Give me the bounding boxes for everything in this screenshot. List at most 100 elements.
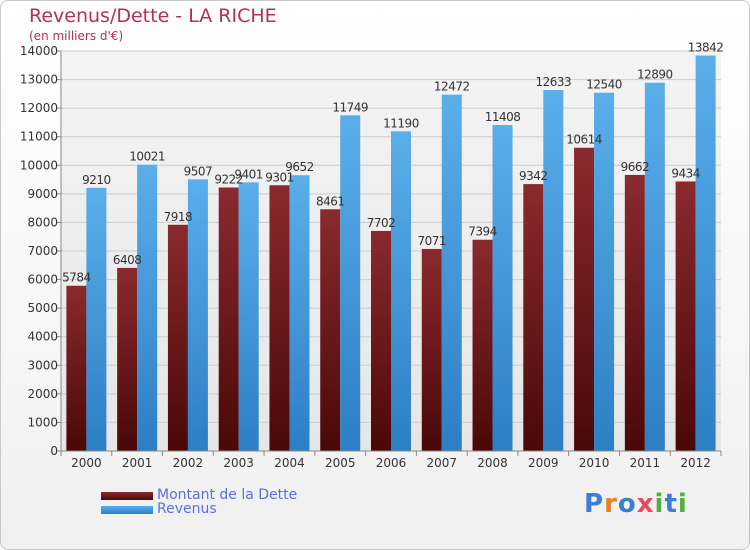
logo-letter: P bbox=[584, 489, 605, 519]
x-axis: 2000 2001 2002 2003 2004 2005 2006 2007 2008 2009… bbox=[60, 450, 722, 470]
bar-revenus bbox=[187, 179, 208, 451]
bar-dette bbox=[218, 187, 239, 451]
data-label-dette: 7702 bbox=[367, 216, 396, 230]
legend-swatch-dette bbox=[101, 492, 153, 500]
x-tick-label: 2008 bbox=[477, 456, 508, 470]
x-tick-label: 2005 bbox=[325, 456, 356, 470]
bar-dette bbox=[523, 184, 544, 452]
bar-dette bbox=[421, 248, 442, 451]
data-label-dette: 10614 bbox=[566, 133, 602, 147]
chart-title: Revenus/Dette - LA RICHE bbox=[29, 5, 277, 27]
data-label-revenus: 9507 bbox=[184, 164, 213, 178]
y-tick-label: 1000 bbox=[27, 415, 58, 429]
logo-letter: t bbox=[664, 489, 678, 519]
y-tick-label: 12000 bbox=[20, 101, 58, 115]
data-label-dette: 6408 bbox=[113, 253, 142, 267]
data-label-revenus: 11749 bbox=[332, 100, 368, 114]
y-tick-label: 4000 bbox=[27, 330, 58, 344]
bar-revenus bbox=[340, 115, 361, 452]
logo-letter: r bbox=[604, 489, 618, 519]
bar-dette bbox=[675, 181, 696, 451]
data-label-dette: 9662 bbox=[621, 160, 650, 174]
x-tick-label: 2011 bbox=[630, 456, 661, 470]
y-tick-label: 5000 bbox=[27, 301, 58, 315]
y-tick-label: 8000 bbox=[27, 215, 58, 229]
bar-revenus bbox=[695, 55, 716, 452]
bar-dette bbox=[117, 267, 138, 451]
bar-revenus bbox=[86, 187, 107, 451]
bar-revenus bbox=[441, 94, 462, 452]
data-label-dette: 9434 bbox=[671, 166, 700, 180]
data-label-dette: 7394 bbox=[468, 225, 497, 239]
bar-dette bbox=[371, 230, 391, 451]
x-tick-label: 2006 bbox=[376, 456, 407, 470]
bar-revenus bbox=[644, 82, 665, 451]
x-tick-label: 2000 bbox=[71, 456, 102, 470]
data-label-dette: 7071 bbox=[417, 234, 446, 248]
data-label-dette: 9301 bbox=[265, 170, 294, 184]
bar-revenus bbox=[594, 92, 615, 451]
y-tick-label: 9000 bbox=[27, 187, 58, 201]
x-tick-label: 2004 bbox=[274, 456, 305, 470]
chart-subtitle: (en milliers d'€) bbox=[29, 29, 124, 43]
data-label-revenus: 9401 bbox=[234, 167, 263, 181]
bar-revenus bbox=[391, 131, 411, 452]
y-tick-label: 7000 bbox=[27, 244, 58, 258]
bar-revenus bbox=[543, 90, 564, 452]
bar-dette bbox=[167, 224, 188, 451]
data-label-revenus: 12540 bbox=[586, 78, 622, 92]
bar-revenus bbox=[289, 175, 310, 451]
data-label-dette: 5784 bbox=[62, 271, 91, 285]
logo-letter: i bbox=[677, 489, 688, 519]
data-label-dette: 9222 bbox=[214, 173, 243, 187]
legend-label-dette: Montant de la Dette bbox=[157, 487, 298, 503]
y-tick-label: 6000 bbox=[27, 273, 58, 287]
x-tick-label: 2002 bbox=[173, 456, 204, 470]
y-tick-label: 11000 bbox=[20, 130, 58, 144]
proxiti-logo: Proxiti bbox=[584, 489, 688, 519]
x-tick-label: 2001 bbox=[122, 456, 153, 470]
y-axis: 0 1000 2000 3000 4000 5000 6000 7000 8000 9000 100… bbox=[20, 44, 62, 458]
bars bbox=[66, 55, 716, 452]
x-tick-label: 2007 bbox=[426, 456, 457, 470]
data-label-revenus: 13842 bbox=[688, 41, 724, 55]
logo-letter: i bbox=[654, 489, 665, 519]
bar-revenus bbox=[238, 182, 259, 451]
legend-swatch-revenus bbox=[101, 506, 153, 514]
bar-revenus bbox=[137, 164, 158, 451]
data-label-revenus: 12890 bbox=[637, 68, 673, 82]
x-tick-label: 2003 bbox=[223, 456, 254, 470]
data-label-revenus: 12472 bbox=[434, 80, 470, 94]
bar-revenus bbox=[492, 125, 513, 452]
data-label-dette: 7918 bbox=[164, 210, 193, 224]
bar-dette bbox=[320, 209, 341, 451]
logo-letter: x bbox=[636, 489, 655, 519]
data-label-revenus: 11190 bbox=[383, 116, 419, 130]
data-label-revenus: 11408 bbox=[485, 110, 521, 124]
data-label-revenus: 10021 bbox=[129, 150, 165, 164]
data-label-revenus: 9210 bbox=[82, 173, 111, 187]
y-tick-label: 3000 bbox=[27, 358, 58, 372]
y-tick-label: 14000 bbox=[20, 44, 58, 58]
data-label-revenus: 9652 bbox=[285, 160, 314, 174]
y-tick-label: 2000 bbox=[27, 387, 58, 401]
bar-dette bbox=[66, 285, 87, 451]
y-tick-label: 13000 bbox=[20, 73, 58, 87]
data-label-dette: 9342 bbox=[519, 169, 548, 183]
bar-dette bbox=[574, 147, 595, 451]
data-label-revenus: 12633 bbox=[535, 75, 571, 89]
x-tick-label: 2012 bbox=[680, 456, 711, 470]
bar-dette bbox=[472, 239, 493, 451]
bar-dette bbox=[269, 185, 290, 451]
data-label-dette: 8461 bbox=[316, 194, 345, 208]
y-tick-label: 10000 bbox=[20, 158, 58, 172]
x-tick-label: 2009 bbox=[528, 456, 559, 470]
bar-dette bbox=[624, 174, 645, 451]
logo-letter: o bbox=[617, 489, 637, 519]
legend-label-revenus: Revenus bbox=[157, 501, 217, 517]
x-tick-label: 2010 bbox=[579, 456, 610, 470]
y-tick-label: 0 bbox=[50, 444, 58, 458]
